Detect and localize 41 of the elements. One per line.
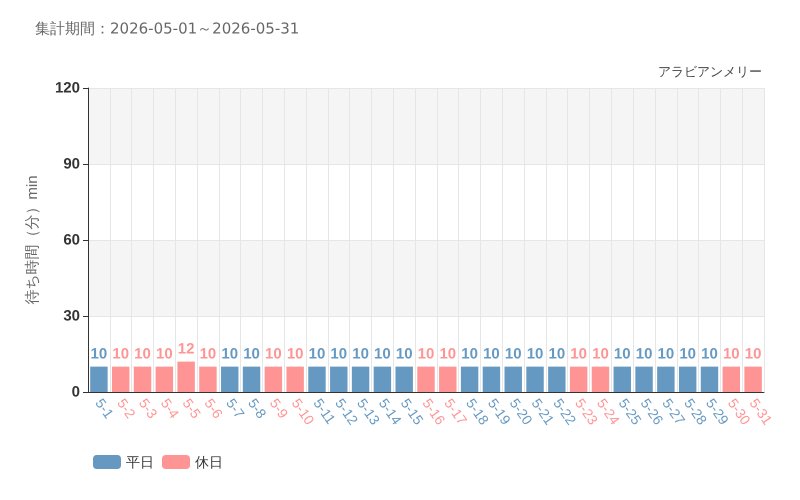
y-tick-label: 0 xyxy=(72,384,80,400)
data-label: 10 xyxy=(592,346,609,363)
y-tick-label: 120 xyxy=(54,80,80,96)
legend-label: 平日 xyxy=(126,454,154,470)
data-label: 12 xyxy=(178,340,194,358)
data-label: 10 xyxy=(112,346,130,363)
data-label: 10 xyxy=(374,346,391,363)
y-tick-label: 90 xyxy=(63,156,80,172)
y-tick-label: 30 xyxy=(63,308,80,324)
data-label: 10 xyxy=(330,346,348,363)
data-label: 10 xyxy=(548,346,566,363)
text: アラビアンメリー xyxy=(658,65,762,80)
data-label: 10 xyxy=(483,346,500,363)
chart-title: 集計期間：2026-05-01～2026-05-31 xyxy=(35,20,300,38)
data-label: 10 xyxy=(90,346,108,363)
data-label: 10 xyxy=(308,346,326,363)
data-label: 10 xyxy=(243,346,260,363)
data-label: 10 xyxy=(636,346,652,363)
data-label: 10 xyxy=(504,346,522,363)
data-label: 10 xyxy=(570,346,587,363)
data-label: 10 xyxy=(679,346,696,363)
y-axis-title: 待ち時間（分）min xyxy=(24,175,41,305)
data-label: 10 xyxy=(614,346,631,363)
data-label: 10 xyxy=(200,346,216,363)
data-label: 10 xyxy=(439,346,456,363)
legend-label: 休日 xyxy=(195,454,223,470)
data-label: 10 xyxy=(265,346,282,363)
data-label: 10 xyxy=(744,346,762,363)
data-label: 10 xyxy=(722,346,740,363)
data-label: 10 xyxy=(701,346,718,363)
data-label: 10 xyxy=(352,346,369,363)
data-label: 10 xyxy=(461,346,478,363)
data-label: 10 xyxy=(221,346,238,363)
data-label: 10 xyxy=(526,346,544,363)
data-label: 10 xyxy=(286,346,304,363)
data-label: 10 xyxy=(396,346,413,363)
y-tick-label: 60 xyxy=(63,232,80,248)
data-label: 10 xyxy=(658,346,674,363)
data-label: 10 xyxy=(134,346,151,363)
data-label: 10 xyxy=(418,346,434,363)
data-label: 10 xyxy=(156,346,173,363)
